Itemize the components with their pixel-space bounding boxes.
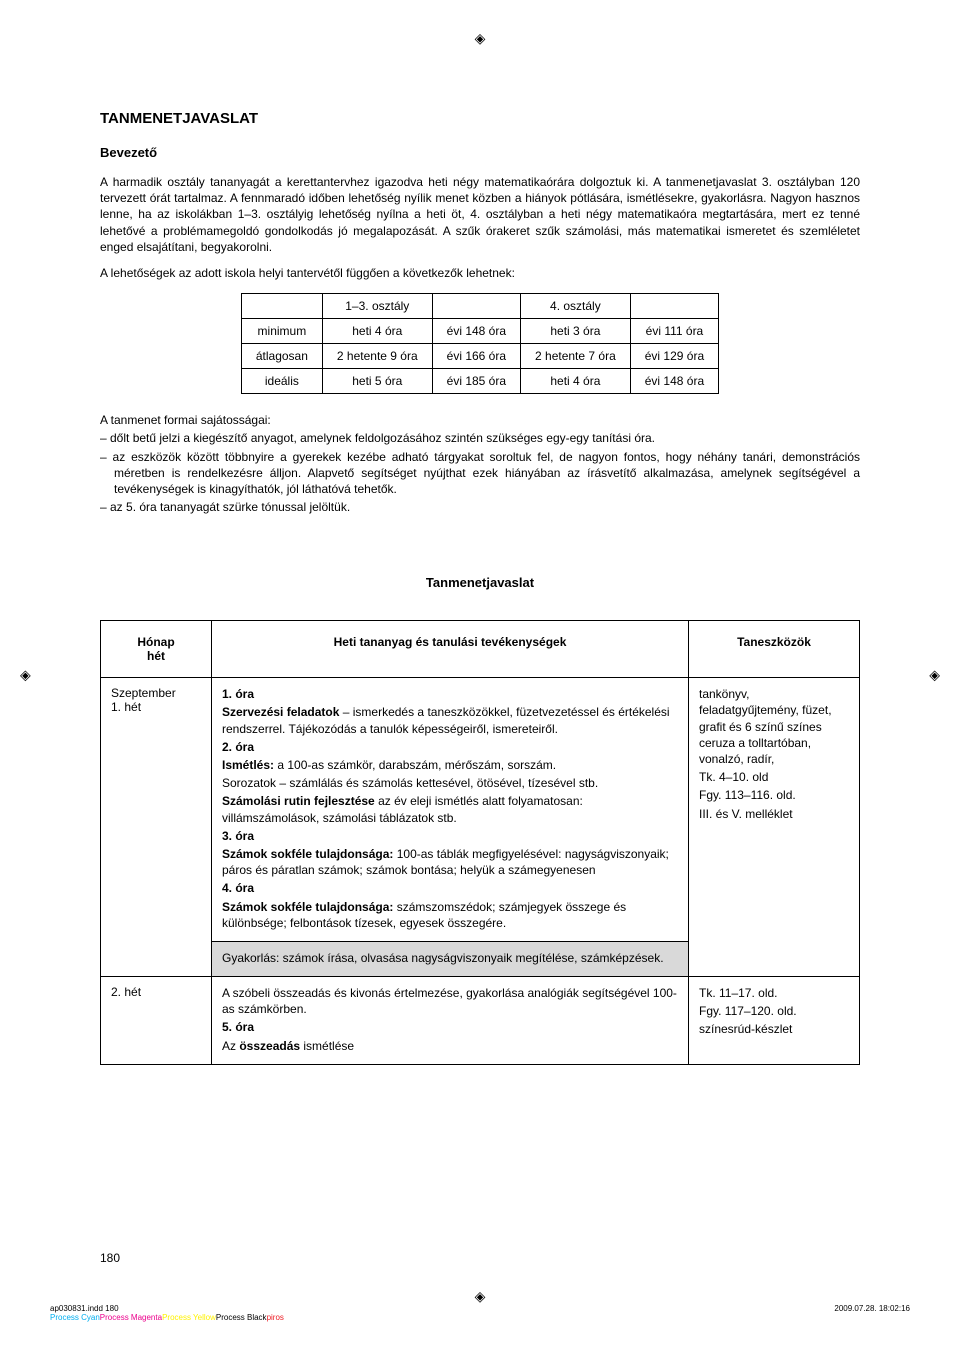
table-cell: évi 148 óra [630, 369, 718, 394]
plan-activities-cell: 1. óra Szervezési feladatok – ismerkedés… [212, 678, 689, 942]
lesson-text: a 100-as számkör, darabszám, mérőszám, s… [274, 758, 556, 772]
page-number: 180 [100, 1251, 120, 1265]
lesson-title: Számolási rutin fejlesztése [222, 794, 375, 808]
header-text: hét [147, 649, 165, 663]
tools-text: színesrúd-készlet [699, 1021, 849, 1037]
lesson-text: Az [222, 1039, 239, 1053]
table-cell [630, 294, 718, 319]
lesson-label: 2. óra [222, 740, 254, 754]
footer-file: ap030831.indd 180 [50, 1304, 284, 1313]
table-cell: heti 3 óra [521, 319, 631, 344]
tools-text: Tk. 11–17. old. [699, 985, 849, 1001]
feature-bullet: – az eszközök között többnyire a gyereke… [100, 449, 860, 498]
header-text: Hónap [137, 635, 174, 649]
table-cell: heti 5 óra [322, 369, 432, 394]
footer-left: ap030831.indd 180 Process CyanProcess Ma… [50, 1304, 284, 1322]
lesson-label: 5. óra [222, 1020, 254, 1034]
feature-bullet: – dőlt betű jelzi a kiegészítő anyagot, … [100, 430, 860, 446]
color-magenta: Process Magenta [100, 1313, 162, 1322]
table-cell: évi 111 óra [630, 319, 718, 344]
month-text: Szeptember [111, 686, 176, 700]
lesson-label: 1. óra [222, 687, 254, 701]
lesson-title: Ismétlés: [222, 758, 274, 772]
document-page: ◈ ◈ ◈ ◈ TANMENETJAVASLAT Bevezető A harm… [0, 0, 960, 1350]
plan-month-cell: 2. hét [101, 977, 212, 1065]
lesson-text: Sorozatok – számlálás és számolás kettes… [222, 775, 678, 791]
table-cell: évi 129 óra [630, 344, 718, 369]
curriculum-table: 1–3. osztály 4. osztály minimum heti 4 ó… [241, 293, 719, 394]
table-cell: 1–3. osztály [322, 294, 432, 319]
table-row: minimum heti 4 óra évi 148 óra heti 3 ór… [241, 319, 718, 344]
plan-month-cell: Szeptember 1. hét [101, 678, 212, 977]
plan-header-activities: Heti tananyag és tanulási tevékenységek [212, 621, 689, 678]
plan-activities-cell-gray: Gyakorlás: számok írása, olvasása nagysá… [212, 941, 689, 976]
registration-mark-bottom: ◈ [475, 1288, 486, 1305]
footer-colors: Process CyanProcess MagentaProcess Yello… [50, 1313, 284, 1322]
table-cell: 2 hetente 7 óra [521, 344, 631, 369]
table-row: átlagosan 2 hetente 9 óra évi 166 óra 2 … [241, 344, 718, 369]
lesson-title: Számok sokféle tulajdonsága: [222, 900, 393, 914]
tools-text: Tk. 4–10. old [699, 769, 849, 785]
lesson-label: 3. óra [222, 829, 254, 843]
table-cell: ideális [241, 369, 322, 394]
table-header-row: 1–3. osztály 4. osztály [241, 294, 718, 319]
registration-mark-right: ◈ [929, 667, 940, 684]
page-title: TANMENETJAVASLAT [100, 110, 860, 127]
color-black: Process Black [216, 1313, 267, 1322]
table-row: ideális heti 5 óra évi 185 óra heti 4 ór… [241, 369, 718, 394]
tools-text: Fgy. 117–120. old. [699, 1003, 849, 1019]
table-cell: átlagosan [241, 344, 322, 369]
lesson-label: 4. óra [222, 881, 254, 895]
features-list: A tanmenet formai sajátosságai: – dőlt b… [100, 412, 860, 515]
week-text: 1. hét [111, 700, 141, 714]
color-yellow: Process Yellow [162, 1313, 216, 1322]
table-cell: heti 4 óra [521, 369, 631, 394]
plan-header-tools: Taneszközök [689, 621, 860, 678]
intro-paragraph-1: A harmadik osztály tananyagát a kerettan… [100, 174, 860, 255]
table-cell: évi 166 óra [432, 344, 520, 369]
print-footer: ap030831.indd 180 Process CyanProcess Ma… [50, 1304, 910, 1322]
table-cell: minimum [241, 319, 322, 344]
tools-text: tankönyv, feladatgyűjtemény, füzet, graf… [699, 686, 849, 767]
plan-table: Hónap hét Heti tananyag és tanulási tevé… [100, 620, 860, 1065]
table-cell [241, 294, 322, 319]
registration-mark-left: ◈ [20, 667, 31, 684]
registration-mark-top: ◈ [475, 30, 486, 47]
feature-bullet: – az 5. óra tananyagát szürke tónussal j… [100, 499, 860, 515]
table-cell: 4. osztály [521, 294, 631, 319]
lesson-text: Gyakorlás: számok írása, olvasása nagysá… [222, 950, 678, 966]
lesson-title: összeadás [239, 1039, 300, 1053]
lesson-text: ismétlése [300, 1039, 354, 1053]
table-cell: évi 148 óra [432, 319, 520, 344]
plan-activities-cell: A szóbeli összeadás és kivonás értelmezé… [212, 977, 689, 1065]
lesson-title: Szervezési feladatok [222, 705, 339, 719]
plan-section-title: Tanmenetjavaslat [100, 575, 860, 590]
plan-tools-cell: tankönyv, feladatgyűjtemény, füzet, graf… [689, 678, 860, 977]
plan-row: 2. hét A szóbeli összeadás és kivonás ér… [101, 977, 860, 1065]
tools-text: III. és V. melléklet [699, 806, 849, 822]
plan-row: Szeptember 1. hét 1. óra Szervezési fela… [101, 678, 860, 942]
footer-date: 2009.07.28. 18:02:16 [834, 1304, 910, 1322]
color-cyan: Process Cyan [50, 1313, 100, 1322]
table-cell: évi 185 óra [432, 369, 520, 394]
plan-tools-cell: Tk. 11–17. old. Fgy. 117–120. old. színe… [689, 977, 860, 1065]
lesson-text: A szóbeli összeadás és kivonás értelmezé… [222, 985, 678, 1017]
lesson-title: Számok sokféle tulajdonsága: [222, 847, 393, 861]
table-cell [432, 294, 520, 319]
table-cell: 2 hetente 9 óra [322, 344, 432, 369]
tools-text: Fgy. 113–116. old. [699, 787, 849, 803]
week-text: 2. hét [111, 985, 141, 999]
intro-paragraph-2: A lehetőségek az adott iskola helyi tant… [100, 265, 860, 281]
table-cell: heti 4 óra [322, 319, 432, 344]
color-piros: piros [267, 1313, 284, 1322]
plan-header-row: Hónap hét Heti tananyag és tanulási tevé… [101, 621, 860, 678]
section-subtitle: Bevezető [100, 145, 860, 160]
features-intro: A tanmenet formai sajátosságai: [100, 412, 860, 428]
plan-header-month: Hónap hét [101, 621, 212, 678]
